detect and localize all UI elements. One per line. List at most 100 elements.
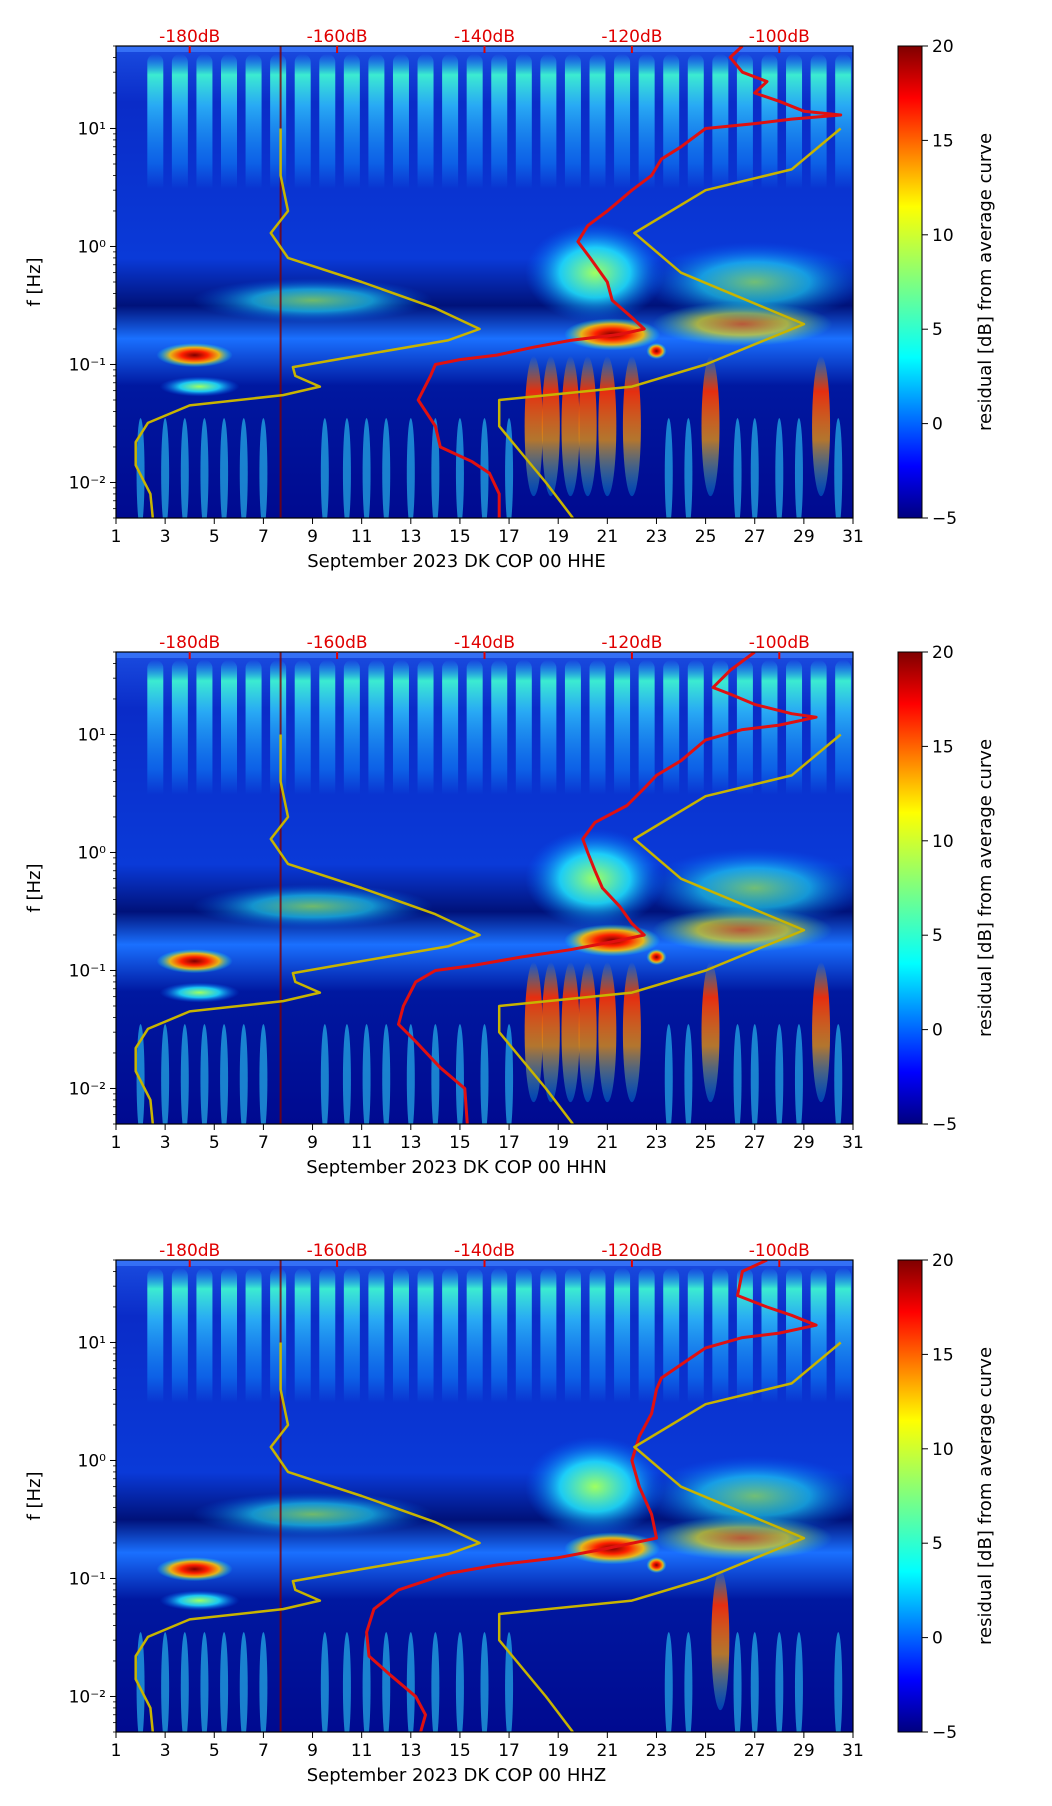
low-freq-burst [711,1570,730,1711]
low-freq-burst [684,1632,693,1732]
low-freq-burst [220,1024,229,1124]
colorbar: −5 0 5 10 15 20 residual [dB] from average cur… [897,37,996,529]
db-scale-label: -120dB [601,1241,662,1261]
daily-stripe [417,660,434,920]
daily-stripe [294,1268,311,1528]
x-tick-label: 9 [307,1741,318,1761]
colorbar-tick-label: 10 [932,226,954,246]
low-freq-burst [259,1024,268,1124]
olive-noise-model-line [497,733,842,1124]
y-tick-label: 10⁰ [78,843,107,863]
low-freq-burst [259,418,268,518]
daily-stripe [663,1268,680,1528]
x-tick-label: 5 [209,527,220,547]
daily-stripe [442,660,459,920]
db-scale-label: -160dB [307,27,368,47]
low-freq-burst [455,418,464,518]
daily-stripe [343,54,360,314]
microseism-band [644,1456,853,1536]
x-tick-label: 25 [695,1741,717,1761]
spectrogram-area [116,46,853,518]
daily-stripe [491,660,508,920]
db-scale-label: -140dB [454,1241,515,1261]
x-tick-label: 19 [547,527,569,547]
low-freq-burst [180,1632,189,1732]
colorbar-tick-label: 5 [932,926,943,946]
x-tick-label: 31 [842,527,864,547]
daily-stripe [270,54,287,314]
low-freq-burst [431,1024,440,1124]
microseism-blob [156,343,233,368]
low-freq-burst [161,1632,170,1732]
colorbar: −5 0 5 10 15 20 residual [dB] from average cur… [897,643,996,1135]
olive-noise-model-line [134,734,481,1124]
low-freq-burst [733,1024,742,1124]
x-tick-label: 31 [842,1133,864,1153]
daily-stripe [319,660,336,920]
low-freq-burst [684,418,693,518]
db-scale-label: -120dB [601,633,662,653]
x-tick-label: 27 [744,1741,766,1761]
x-tick-label: 31 [842,1741,864,1761]
daily-stripe [245,1268,262,1528]
low-freq-burst [794,1024,803,1124]
db-scale-label: -160dB [307,1241,368,1261]
low-freq-burst [775,1024,784,1124]
x-tick-label: 5 [209,1741,220,1761]
colorbar-label: residual [dB] from average curve [975,739,996,1037]
low-freq-burst [812,356,831,497]
x-tick-label: 3 [160,1741,171,1761]
low-freq-burst [505,418,514,518]
y-tick-label: 10⁰ [78,237,107,257]
daily-stripe [270,660,287,920]
colorbar-tick-label: 15 [932,1345,954,1365]
daily-stripe [319,1268,336,1528]
storm-blob [525,1436,666,1537]
low-freq-burst [505,1024,514,1124]
low-freq-burst [664,1632,673,1732]
low-freq-burst [598,962,617,1103]
daily-stripe [196,660,213,920]
low-freq-burst [320,1024,329,1124]
low-freq-burst [578,962,597,1103]
low-freq-burst [834,1632,843,1732]
daily-stripe [368,1268,385,1528]
x-tick-label: 11 [351,1133,373,1153]
low-freq-burst [812,962,831,1103]
microseism-band [192,884,433,929]
spectrogram-area [116,1260,853,1732]
daily-stripe [417,54,434,314]
x-tick-label: 15 [449,527,471,547]
microseism-blob [156,1557,233,1582]
x-tick-label: 7 [258,1133,269,1153]
low-freq-burst [239,1024,248,1124]
db-scale-label: -140dB [454,633,515,653]
low-freq-burst [320,1632,329,1732]
x-axis-label: September 2023 DK COP 00 HHE [307,551,606,572]
db-scale-label: -180dB [159,27,220,47]
x-tick-label: 3 [160,1133,171,1153]
low-freq-burst [200,1024,209,1124]
daily-stripe [147,54,164,314]
x-tick-label: 15 [449,1133,471,1153]
y-tick-label: 10⁻² [69,1687,106,1707]
low-freq-burst [750,1024,759,1124]
daily-stripe [835,1268,852,1528]
low-freq-burst [455,1632,464,1732]
storm-blob [646,343,667,360]
x-tick-label: 27 [744,527,766,547]
x-tick-label: 21 [597,1741,619,1761]
x-tick-label: 7 [258,1741,269,1761]
microseism-band [192,278,433,323]
colorbar-tick-label: −5 [932,1115,957,1135]
x-tick-label: 17 [498,1741,520,1761]
low-freq-burst [362,1024,371,1124]
daily-stripe [343,1268,360,1528]
colorbar-tick-label: 10 [932,832,954,852]
low-freq-burst [622,962,641,1103]
colorbar-label: residual [dB] from average curve [975,133,996,431]
x-tick-label: 25 [695,1133,717,1153]
